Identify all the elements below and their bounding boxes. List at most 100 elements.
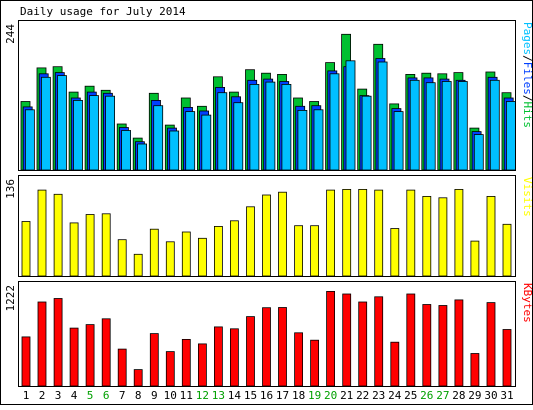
bar-visits-visits-24 (390, 228, 400, 277)
y-max-label-hits: 244 (4, 24, 17, 44)
bar-visits-visits-17 (278, 191, 287, 277)
x-label-day-2: 2 (39, 389, 46, 402)
x-label-day-10: 10 (164, 389, 177, 402)
x-label-day-5: 5 (87, 389, 94, 402)
bar-hits-pages-9 (153, 105, 164, 171)
bar-visits-visits-22 (358, 188, 368, 277)
bar-visits-visits-29 (470, 240, 480, 277)
bar-hits-pages-14 (233, 102, 244, 171)
legend-part-hits-3: / (521, 95, 533, 102)
x-label-day-23: 23 (372, 389, 385, 402)
bar-hits-pages-1 (24, 109, 35, 171)
bar-visits-visits-27 (438, 197, 448, 277)
panel-hits: 244 Pages/Files/Hits (4, 20, 533, 171)
x-label-day-9: 9 (151, 389, 158, 402)
x-label-day-17: 17 (276, 389, 289, 402)
bar-hits-pages-16 (265, 81, 276, 171)
bar-visits-visits-5 (85, 214, 95, 277)
legend-hits: Pages/Files/Hits (521, 22, 533, 128)
bar-visits-visits-7 (117, 239, 127, 277)
bar-kbytes-kbytes-25 (406, 293, 416, 387)
x-label-day-3: 3 (55, 389, 62, 402)
panel-visits: 136 Visits (4, 175, 533, 277)
bar-kbytes-kbytes-10 (165, 351, 175, 387)
x-label-day-22: 22 (356, 389, 369, 402)
bar-hits-pages-23 (377, 61, 388, 171)
bar-hits-pages-3 (57, 75, 67, 171)
bar-hits-pages-30 (489, 79, 500, 171)
bar-visits-visits-14 (229, 220, 239, 277)
bar-visits-visits-16 (262, 194, 271, 277)
bar-visits-visits-28 (454, 188, 464, 277)
legend-part-kbytes-0: KBytes (521, 283, 533, 323)
bar-hits-pages-27 (441, 81, 452, 171)
bar-hits-pages-26 (425, 82, 436, 171)
bar-hits-pages-19 (313, 109, 324, 171)
bar-kbytes-kbytes-31 (502, 329, 512, 387)
bar-kbytes-kbytes-8 (133, 369, 143, 387)
bar-visits-visits-20 (326, 189, 336, 277)
x-label-day-19: 19 (308, 389, 321, 402)
bar-visits-visits-9 (149, 228, 159, 277)
bar-visits-visits-13 (213, 225, 223, 277)
x-label-day-27: 27 (436, 389, 449, 402)
bar-visits-visits-3 (53, 193, 63, 277)
bar-hits-pages-21 (345, 60, 356, 171)
bar-kbytes-kbytes-6 (101, 318, 111, 387)
x-label-day-29: 29 (468, 389, 481, 402)
bar-visits-visits-31 (502, 223, 512, 277)
bar-hits-pages-17 (281, 84, 292, 171)
bar-hits-pages-28 (457, 81, 468, 171)
bar-kbytes-kbytes-4 (69, 327, 79, 387)
bar-kbytes-kbytes-22 (358, 301, 368, 387)
bar-kbytes-kbytes-17 (278, 307, 287, 387)
bar-hits-pages-18 (297, 110, 308, 171)
chart-title: Daily usage for July 2014 (20, 5, 186, 18)
bar-kbytes-kbytes-24 (390, 341, 400, 387)
bar-kbytes-kbytes-12 (197, 343, 207, 387)
x-label-day-6: 6 (103, 389, 110, 402)
bar-kbytes-kbytes-19 (310, 339, 320, 387)
bar-kbytes-kbytes-7 (117, 348, 127, 387)
bar-kbytes-kbytes-16 (262, 307, 271, 387)
bar-kbytes-kbytes-20 (326, 290, 336, 387)
x-label-day-24: 24 (388, 389, 402, 402)
legend-part-hits-0: Pages (521, 22, 533, 55)
x-label-day-1: 1 (23, 389, 30, 402)
bar-kbytes-kbytes-3 (53, 298, 63, 387)
bar-visits-visits-30 (486, 195, 496, 277)
x-label-day-7: 7 (119, 389, 126, 402)
bar-hits-pages-20 (329, 73, 340, 171)
bar-visits-visits-10 (165, 241, 175, 277)
bar-hits-pages-5 (89, 95, 99, 171)
x-label-day-4: 4 (71, 389, 78, 402)
bar-visits-visits-2 (37, 189, 47, 277)
bar-visits-visits-15 (246, 206, 255, 277)
bar-hits-pages-15 (249, 84, 260, 171)
x-label-day-25: 25 (404, 389, 417, 402)
y-max-label-visits: 136 (4, 179, 17, 199)
bar-hits-pages-7 (121, 130, 131, 171)
legend-part-hits-4: Hits (521, 102, 533, 129)
y-max-label-kbytes: 1222 (4, 285, 17, 312)
x-label-day-20: 20 (324, 389, 337, 402)
bar-hits-pages-6 (105, 95, 115, 171)
legend-visits: Visits (521, 177, 533, 217)
x-label-day-18: 18 (292, 389, 305, 402)
x-label-day-12: 12 (196, 389, 209, 402)
x-label-day-26: 26 (420, 389, 433, 402)
x-label-day-11: 11 (180, 389, 193, 402)
bar-kbytes-kbytes-2 (37, 301, 47, 387)
bar-kbytes-kbytes-26 (422, 304, 432, 387)
bar-hits-pages-8 (137, 143, 148, 171)
x-label-day-28: 28 (452, 389, 465, 402)
bar-kbytes-kbytes-27 (438, 305, 448, 387)
bar-kbytes-kbytes-18 (294, 332, 304, 387)
bar-visits-visits-25 (406, 189, 416, 277)
bar-kbytes-kbytes-5 (85, 324, 95, 387)
bar-visits-visits-4 (69, 222, 79, 277)
bar-kbytes-kbytes-13 (213, 326, 223, 387)
